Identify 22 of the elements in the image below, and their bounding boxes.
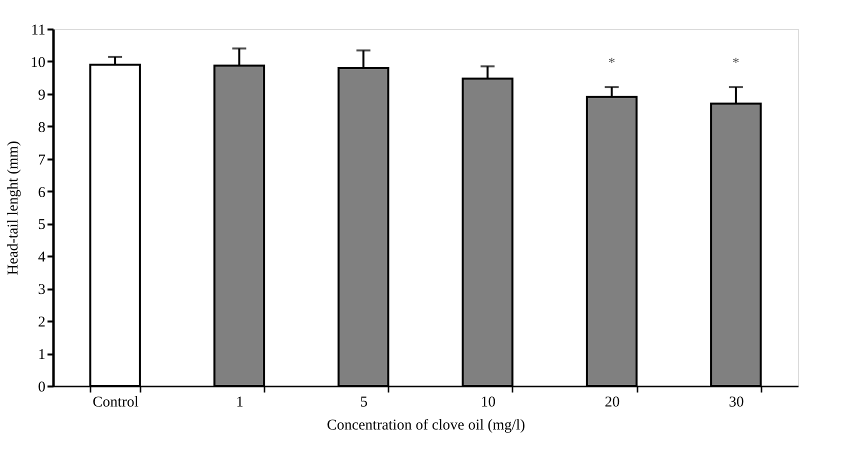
y-tick-label: 1: [38, 347, 46, 364]
x-tick-label: 10: [480, 394, 496, 410]
y-axis-title: Head-tail lenght (mm): [6, 140, 22, 276]
y-tick-label: 7: [38, 152, 46, 168]
y-tick-label: 6: [38, 184, 46, 201]
y-tick-label: 3: [38, 282, 46, 298]
x-axis-title: Concentration of clove oil (mg/l): [326, 418, 526, 434]
x-tick-label: Control: [92, 394, 139, 410]
y-tick-label: 2: [38, 314, 46, 331]
y-tick-label: 9: [38, 87, 46, 104]
y-tick-label: 11: [31, 22, 46, 38]
x-tick-label: 30: [728, 394, 744, 410]
annotation: *: [608, 56, 616, 72]
x-tick-label: 20: [604, 394, 620, 410]
y-tick-label: 5: [38, 217, 46, 234]
y-tick-label: 10: [30, 54, 46, 71]
y-tick-label: 8: [38, 120, 46, 136]
y-tick-label: 4: [38, 250, 46, 266]
y-tick-label: 0: [38, 380, 46, 396]
annotation: *: [732, 56, 740, 72]
x-tick-label: 5: [360, 394, 368, 410]
x-tick-label: 1: [236, 394, 244, 410]
